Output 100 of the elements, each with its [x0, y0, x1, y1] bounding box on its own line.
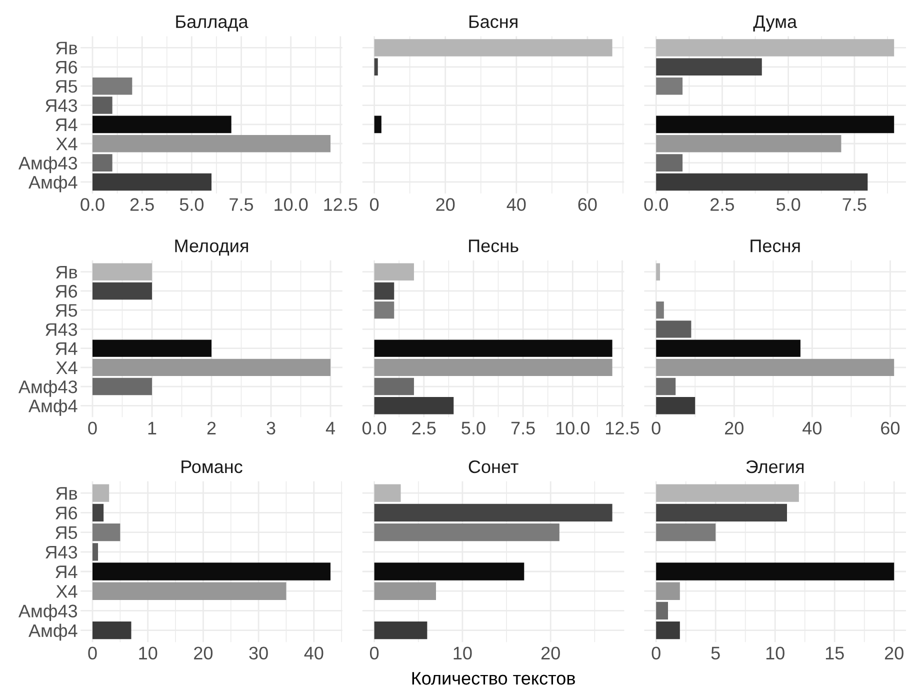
x-tick-label: 2.5 — [412, 422, 436, 435]
bar — [92, 173, 212, 191]
x-tick-label: 0 — [88, 646, 97, 660]
y-tick-label: Я6 — [56, 506, 78, 520]
bar — [374, 116, 382, 134]
bar — [92, 543, 98, 561]
x-tick-label: 12.5 — [324, 198, 358, 211]
bar — [374, 58, 378, 76]
y-tick-label: Я4 — [56, 118, 78, 131]
bar — [656, 301, 664, 319]
bar — [374, 622, 428, 640]
x-tick-label: 5.0 — [180, 198, 204, 211]
x-tick-label: 0 — [370, 198, 379, 211]
y-tick-label: Я4 — [56, 342, 78, 355]
x-tick-label: 1 — [148, 422, 156, 434]
x-tick-label: 0 — [652, 646, 660, 660]
bar — [374, 378, 414, 396]
chart-title: Басня — [469, 15, 518, 28]
x-tick-label: 10.0 — [274, 198, 308, 211]
bar — [374, 504, 612, 522]
y-tick-label: Х4 — [56, 362, 78, 374]
bar — [92, 582, 286, 600]
x-tick-label: 20 — [436, 198, 455, 211]
x-tick-label: 5.0 — [776, 198, 800, 211]
bar — [656, 340, 800, 357]
bar — [374, 523, 560, 542]
x-tick-label: 0.0 — [80, 198, 104, 211]
x-tick-label: 20 — [194, 646, 213, 660]
y-tick-label: Амф4 — [28, 175, 78, 192]
bar — [656, 58, 762, 76]
bar — [374, 582, 436, 600]
bar — [374, 39, 612, 56]
bar — [656, 602, 668, 620]
bar — [656, 320, 692, 338]
y-tick-label: Я5 — [56, 304, 78, 317]
x-tick-label: 7.5 — [842, 198, 866, 211]
x-tick-label: 0.0 — [644, 198, 668, 211]
y-tick-label: Я43 — [46, 546, 78, 559]
bar — [92, 484, 110, 502]
chart-title: Песня — [750, 240, 800, 252]
chart-title: Романс — [182, 460, 242, 474]
bar — [374, 358, 612, 376]
bar — [374, 562, 524, 580]
bar — [656, 622, 680, 640]
bar — [92, 77, 132, 95]
bar — [656, 39, 894, 56]
bar — [92, 340, 212, 357]
bar — [374, 484, 401, 502]
x-tick-label: 2.5 — [130, 198, 154, 211]
bar — [656, 263, 660, 280]
bar — [92, 358, 330, 376]
bar — [656, 582, 680, 600]
y-tick-label: Яв — [56, 266, 78, 278]
y-tick-label: Яв — [56, 42, 78, 54]
chart-title: Элегия — [746, 460, 804, 474]
x-tick-label: 20 — [725, 422, 744, 435]
y-tick-label: Я4 — [56, 566, 78, 578]
x-tick-label: 4 — [326, 422, 335, 434]
bar — [374, 263, 414, 280]
y-tick-label: Я43 — [46, 323, 78, 336]
x-tick-label: 7.5 — [511, 422, 535, 435]
x-tick-label: 3 — [266, 422, 276, 435]
bar — [374, 301, 394, 319]
chart-title: Песнь — [469, 240, 518, 252]
y-tick-label: Я6 — [56, 284, 78, 298]
x-tick-label: 7.5 — [230, 198, 254, 211]
bar — [92, 154, 112, 172]
y-tick-label: Амф43 — [18, 156, 78, 174]
x-tick-label: 10 — [454, 646, 472, 660]
x-tick-label: 40 — [506, 198, 526, 211]
y-tick-label: Я6 — [56, 60, 78, 74]
x-tick-label: 2 — [207, 422, 216, 434]
x-tick-label: 20 — [541, 646, 560, 660]
bar — [92, 282, 152, 300]
y-tick-label: Амф43 — [18, 604, 78, 622]
y-tick-label: Я5 — [56, 526, 78, 540]
bar — [656, 378, 676, 396]
bar — [656, 562, 894, 580]
x-tick-label: 5 — [711, 646, 720, 660]
bar — [374, 340, 612, 357]
x-tick-label: 40 — [304, 646, 324, 660]
x-tick-label: 10 — [139, 646, 158, 660]
chart-title: Баллада — [176, 15, 248, 32]
chart-title: Дума — [753, 15, 798, 32]
bar — [656, 154, 683, 172]
bar — [656, 77, 683, 95]
y-tick-label: Х4 — [56, 138, 78, 150]
bar — [92, 523, 120, 542]
x-tick-label: 60 — [578, 198, 597, 211]
bar — [656, 358, 894, 376]
bar — [92, 562, 330, 580]
bar — [656, 173, 868, 191]
x-tick-label: 0 — [88, 422, 97, 435]
x-tick-label: 2.5 — [710, 198, 734, 211]
bar — [656, 523, 716, 542]
y-tick-label: Я5 — [56, 80, 78, 93]
x-tick-label: 20 — [884, 646, 904, 660]
y-tick-label: Х4 — [56, 585, 78, 598]
bar — [92, 116, 232, 134]
bar — [92, 134, 330, 152]
